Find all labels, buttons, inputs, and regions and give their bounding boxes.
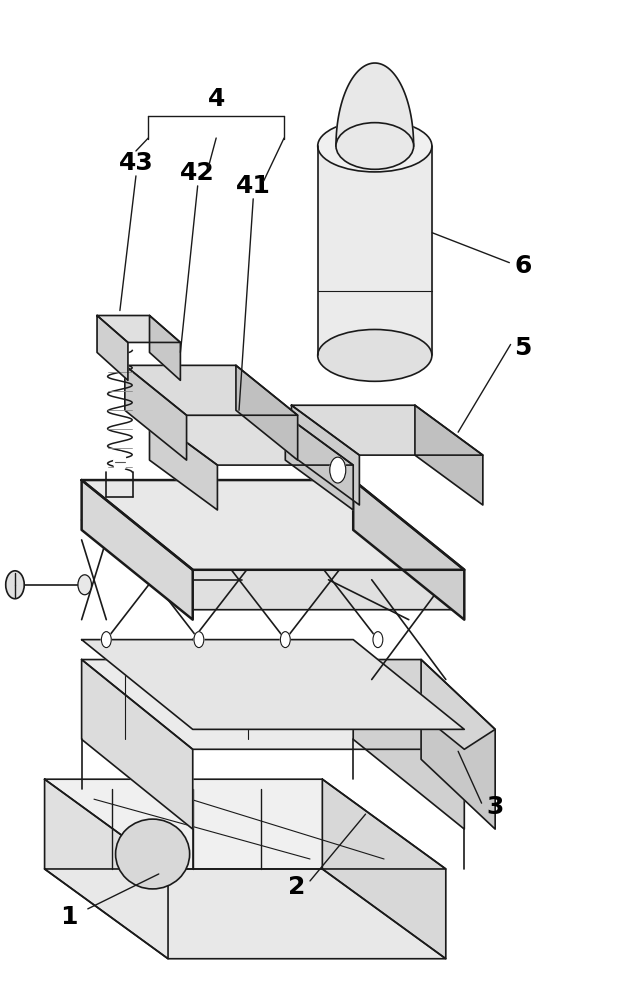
Polygon shape bbox=[336, 63, 414, 146]
Polygon shape bbox=[125, 365, 298, 415]
Polygon shape bbox=[421, 660, 495, 829]
Polygon shape bbox=[45, 779, 446, 869]
Circle shape bbox=[194, 632, 204, 648]
Polygon shape bbox=[82, 660, 464, 749]
Circle shape bbox=[102, 632, 111, 648]
Polygon shape bbox=[291, 405, 360, 505]
Polygon shape bbox=[149, 415, 353, 465]
Polygon shape bbox=[82, 520, 464, 610]
Circle shape bbox=[188, 512, 198, 528]
Circle shape bbox=[280, 512, 290, 528]
Text: 42: 42 bbox=[180, 161, 215, 185]
Ellipse shape bbox=[336, 123, 414, 169]
Polygon shape bbox=[415, 405, 483, 505]
Text: 3: 3 bbox=[487, 795, 504, 819]
Polygon shape bbox=[353, 660, 495, 749]
Ellipse shape bbox=[78, 575, 92, 595]
Polygon shape bbox=[236, 365, 298, 460]
Polygon shape bbox=[317, 146, 432, 355]
Text: 6: 6 bbox=[514, 254, 531, 278]
Polygon shape bbox=[353, 660, 464, 829]
Text: 43: 43 bbox=[118, 151, 153, 175]
Text: 1: 1 bbox=[61, 905, 78, 929]
Polygon shape bbox=[82, 660, 193, 829]
Polygon shape bbox=[82, 480, 193, 620]
Text: 4: 4 bbox=[208, 87, 225, 111]
Polygon shape bbox=[149, 415, 218, 510]
Circle shape bbox=[194, 512, 204, 528]
Polygon shape bbox=[97, 316, 128, 380]
Polygon shape bbox=[82, 480, 464, 570]
Ellipse shape bbox=[115, 819, 190, 889]
Ellipse shape bbox=[317, 329, 432, 381]
Ellipse shape bbox=[317, 120, 432, 172]
Circle shape bbox=[113, 452, 126, 472]
Circle shape bbox=[373, 632, 383, 648]
Circle shape bbox=[102, 512, 111, 528]
Polygon shape bbox=[82, 640, 464, 729]
Polygon shape bbox=[45, 779, 168, 959]
Text: 2: 2 bbox=[288, 875, 305, 899]
Polygon shape bbox=[285, 415, 353, 510]
Polygon shape bbox=[149, 316, 180, 380]
Circle shape bbox=[280, 632, 290, 648]
Text: 5: 5 bbox=[514, 336, 531, 360]
Polygon shape bbox=[97, 316, 180, 342]
Ellipse shape bbox=[6, 571, 24, 599]
Polygon shape bbox=[291, 405, 483, 455]
Circle shape bbox=[330, 457, 346, 483]
Polygon shape bbox=[45, 869, 446, 959]
Polygon shape bbox=[125, 365, 187, 460]
Text: 41: 41 bbox=[236, 174, 271, 198]
Polygon shape bbox=[322, 779, 446, 959]
Polygon shape bbox=[353, 480, 464, 620]
